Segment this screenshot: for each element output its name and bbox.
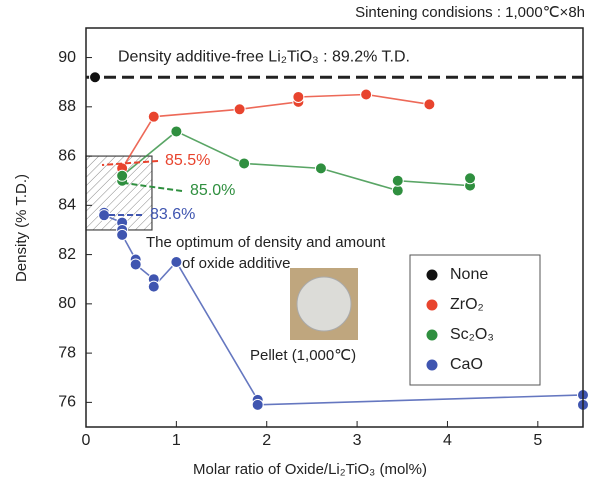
y-tick-label: 80 [58,295,76,312]
annotation: 85.5% [165,152,210,169]
chart-title: Sintening condisions : 1,000℃×8h [355,4,585,21]
inset-label: Pellet (1,000℃) [250,347,356,364]
x-axis-label: Molar ratio of Oxide/Li₂TiO₃ (mol%) [193,461,427,478]
y-tick-label: 84 [58,197,76,214]
x-tick-label: 5 [533,432,542,449]
point [130,259,141,270]
annotation: 83.6% [150,206,195,223]
point [117,170,128,181]
x-tick-label: 2 [262,432,271,449]
y-axis-label: Density (% T.D.) [13,174,30,282]
legend-label: Sc₂O₃ [450,326,494,343]
point [171,256,182,267]
point [465,173,476,184]
annotation: 85.0% [190,182,235,199]
reference-label: Density additive-free Li₂TiO₃ : 89.2% T.… [118,48,410,65]
point [293,91,304,102]
legend-marker [427,270,438,281]
y-tick-label: 86 [58,147,76,164]
x-tick-label: 4 [443,432,452,449]
y-tick-label: 90 [58,49,76,66]
legend-marker [427,360,438,371]
legend-marker [427,330,438,341]
point [90,72,101,83]
legend-label: None [450,266,488,283]
point [239,158,250,169]
point [234,104,245,115]
point [315,163,326,174]
x-tick-label: 3 [353,432,362,449]
x-tick-label: 1 [172,432,181,449]
legend-marker [427,300,438,311]
point [392,185,403,196]
chart: Sintening condisions : 1,000℃×8h Molar r… [0,0,592,485]
y-tick-label: 82 [58,246,76,263]
pellet-disc [297,277,351,331]
x-tick-label: 0 [82,432,91,449]
point [252,399,263,410]
y-tick-label: 78 [58,344,76,361]
point [148,281,159,292]
point [171,126,182,137]
y-tick-label: 88 [58,98,76,115]
legend-label: CaO [450,356,483,373]
point [392,175,403,186]
point [361,89,372,100]
point [117,229,128,240]
legend-label: ZrO₂ [450,296,484,313]
point [148,111,159,122]
y-tick-label: 76 [58,394,76,411]
point [424,99,435,110]
